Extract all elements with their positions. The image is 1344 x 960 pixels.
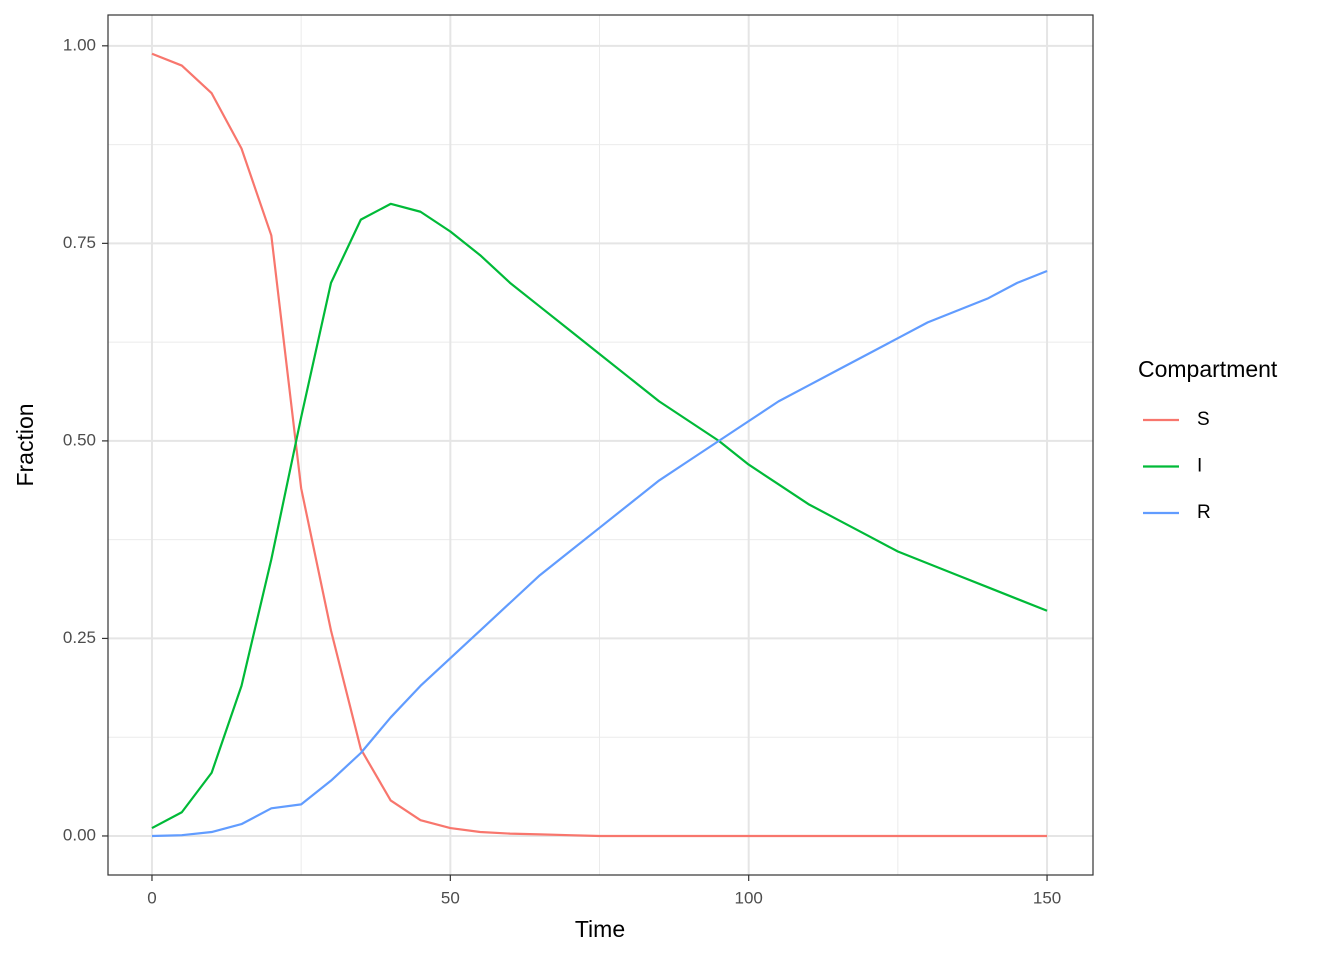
y-tick-label: 0.75 xyxy=(63,233,96,252)
y-tick-label: 0.00 xyxy=(63,825,96,844)
x-axis-title: Time xyxy=(575,916,625,942)
series-line xyxy=(151,52,1048,838)
legend-label: R xyxy=(1197,502,1211,523)
legend-label: S xyxy=(1197,409,1210,430)
x-tick-label: 50 xyxy=(441,888,460,907)
y-tick-label: 1.00 xyxy=(63,35,96,54)
grid xyxy=(108,15,1093,875)
panel-border xyxy=(107,14,1094,876)
y-tick-label: 0.25 xyxy=(63,628,96,647)
legend: S I R xyxy=(1143,409,1211,523)
series-line xyxy=(151,202,1048,830)
x-tick-label: 150 xyxy=(1033,888,1061,907)
legend-title: Compartment xyxy=(1138,356,1278,382)
plot-lines xyxy=(151,52,1048,838)
x-tick-label: 0 xyxy=(147,888,156,907)
series-line xyxy=(151,269,1048,838)
x-tick-label: 100 xyxy=(735,888,763,907)
y-tick-label: 0.50 xyxy=(63,430,96,449)
y-axis-title: Fraction xyxy=(12,403,38,486)
legend-label: I xyxy=(1197,456,1202,477)
